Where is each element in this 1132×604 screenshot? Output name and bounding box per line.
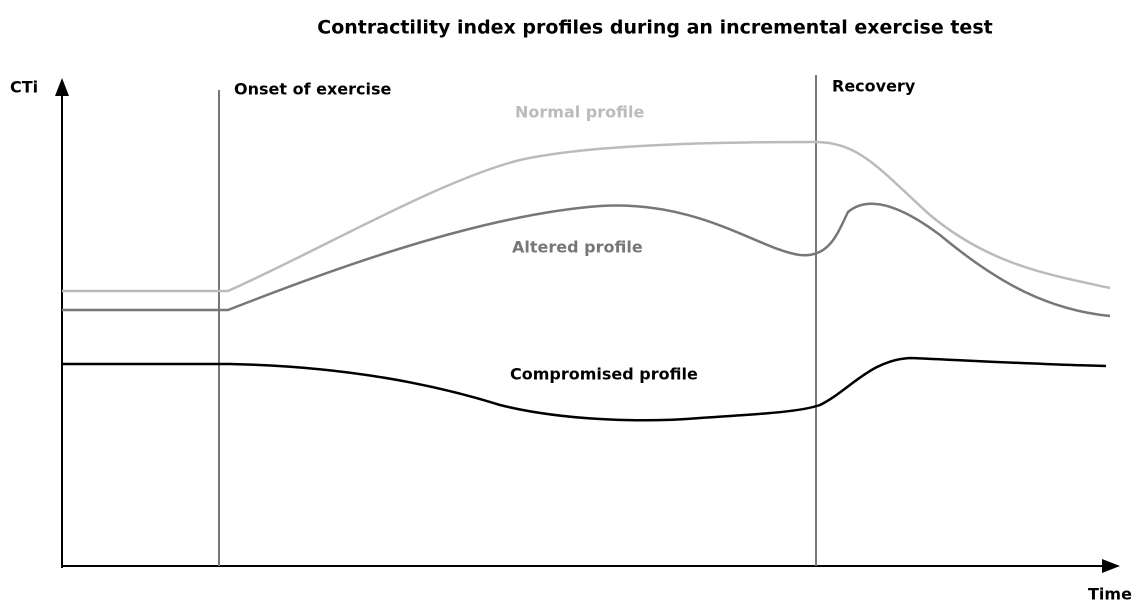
profile-label: Normal profile (515, 103, 644, 122)
altered-curve (62, 202, 1111, 318)
compromised-curve (62, 356, 1107, 422)
y-axis-arrow (55, 78, 69, 96)
title: Contractility index profiles during an i… (317, 17, 992, 39)
profile-label: Altered profile (512, 238, 643, 257)
phase-label: Onset of exercise (234, 80, 392, 99)
normal-curve (62, 140, 1111, 293)
x-axis-label: Time (1088, 585, 1132, 604)
profile-label: Compromised profile (510, 365, 698, 384)
x-axis-arrow (1102, 559, 1120, 573)
phase-label: Recovery (832, 77, 916, 96)
y-axis-label: CTi (10, 78, 38, 97)
